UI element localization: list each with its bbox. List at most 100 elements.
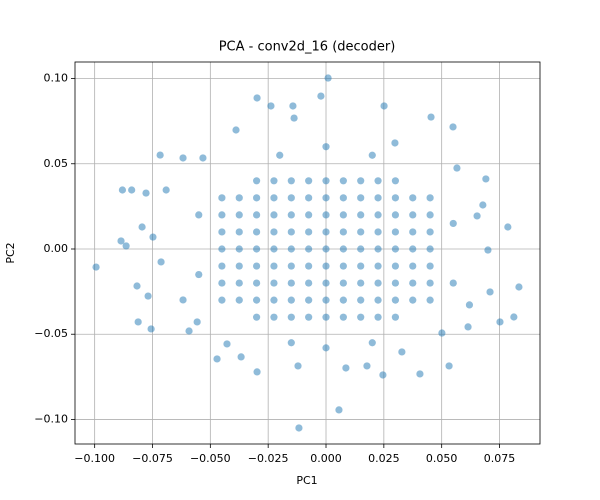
point [185,327,193,335]
point [427,113,435,121]
point [339,177,347,185]
point [445,362,453,370]
point [339,228,347,236]
point [317,92,325,100]
point [235,228,243,236]
y-tick-label: 0.10 [44,72,69,85]
point [409,296,417,304]
point [335,406,343,414]
y-tick-label: −0.10 [34,412,68,425]
point [270,262,278,270]
point [473,212,481,220]
point [322,194,330,202]
x-tick-label: −0.050 [190,452,231,465]
point [398,348,406,356]
point [235,262,243,270]
point [195,211,203,219]
point [144,292,152,300]
point [156,151,164,159]
point [339,296,347,304]
point [235,279,243,287]
point [374,194,382,202]
point [235,245,243,253]
point [253,279,261,287]
point [235,194,243,202]
point [409,262,417,270]
point [133,282,141,290]
point [128,186,136,194]
point [267,102,275,110]
point [253,228,261,236]
point [339,262,347,270]
point [287,228,295,236]
point [287,194,295,202]
point [322,296,330,304]
point [118,186,127,194]
point [290,114,298,122]
point [235,211,243,219]
point [138,223,146,231]
point [305,194,313,202]
y-tick-label: −0.05 [34,327,68,340]
point [357,194,365,202]
point [449,123,457,131]
point [391,262,400,270]
point [322,313,330,321]
y-axis-label: PC2 [4,242,17,263]
x-tick-label: 0.050 [426,452,458,465]
point [179,296,187,304]
point [270,177,278,185]
y-tick-label: 0.00 [44,242,69,255]
point [287,279,295,287]
point [218,194,226,202]
point [305,296,313,304]
point [357,245,365,253]
point [322,245,330,253]
point [322,177,330,185]
point [237,353,245,361]
x-tick-label: −0.025 [248,452,289,465]
point [253,177,261,185]
point [357,279,365,287]
point [134,318,142,326]
x-axis-label: PC1 [296,474,317,487]
point [426,279,434,287]
point [270,228,278,236]
point [122,242,130,250]
point [92,263,100,271]
point [374,245,382,253]
point [287,262,295,270]
point [510,313,518,321]
point [409,245,417,253]
point [409,228,417,236]
point [287,339,295,347]
point [322,211,330,219]
point [270,296,278,304]
point [453,164,461,172]
point [391,245,400,253]
point [305,228,313,236]
x-tick-label: 0.025 [368,452,400,465]
point [322,344,330,352]
point [339,245,347,253]
point [294,362,302,370]
point [409,279,417,287]
point [339,194,347,202]
point [253,296,261,304]
point [270,279,278,287]
point [374,279,382,287]
point [213,355,221,363]
point [218,245,226,253]
point [464,323,472,331]
point [374,313,382,321]
point [391,228,400,236]
point [374,296,382,304]
point [270,211,278,219]
point [368,339,376,347]
point [179,154,187,162]
point [322,228,330,236]
point [253,262,261,270]
point [287,245,295,253]
point [409,211,417,219]
